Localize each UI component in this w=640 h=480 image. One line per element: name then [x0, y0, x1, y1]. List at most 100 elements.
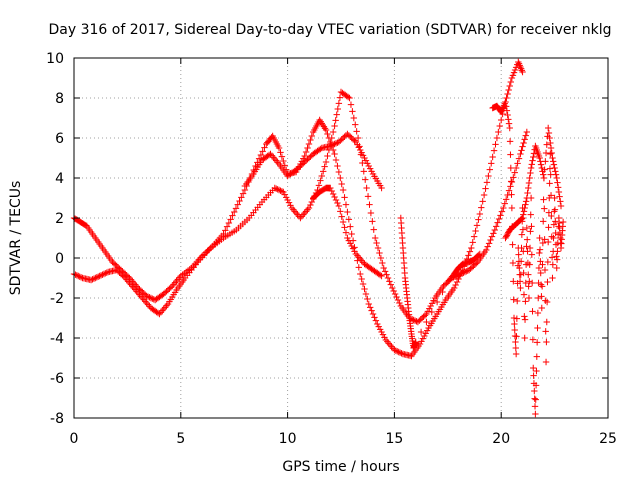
data-point	[505, 187, 513, 194]
data-point	[339, 186, 347, 194]
data-point	[551, 206, 559, 213]
data-point	[123, 276, 130, 283]
data-point	[322, 158, 330, 166]
data-point	[275, 144, 283, 152]
data-point	[508, 204, 516, 212]
data-point	[475, 251, 482, 259]
series-2	[70, 88, 531, 326]
data-point	[301, 209, 308, 217]
data-point	[357, 255, 364, 263]
data-point	[308, 198, 316, 206]
data-point	[331, 140, 338, 148]
data-point	[349, 136, 357, 143]
data-point	[520, 139, 527, 147]
data-point	[87, 276, 95, 284]
data-point	[478, 204, 485, 211]
data-point	[344, 130, 351, 138]
data-point	[359, 280, 367, 288]
data-point	[290, 206, 297, 213]
data-point	[528, 161, 536, 168]
data-point	[557, 198, 564, 205]
data-point	[383, 271, 390, 278]
data-point	[76, 273, 83, 280]
data-point	[470, 233, 478, 240]
data-point	[161, 304, 169, 311]
data-point	[526, 244, 534, 252]
data-point	[418, 338, 425, 345]
data-point	[302, 157, 310, 164]
data-point	[544, 124, 552, 132]
data-point	[305, 204, 313, 212]
data-point	[545, 129, 553, 137]
data-point	[507, 151, 514, 158]
data-point	[540, 171, 547, 178]
data-point	[170, 281, 177, 288]
data-point	[96, 272, 103, 280]
data-point	[275, 186, 283, 194]
data-point	[548, 149, 555, 157]
data-point	[527, 228, 534, 235]
data-point	[423, 310, 430, 318]
data-point	[536, 234, 543, 242]
data-point	[351, 137, 358, 144]
data-point	[470, 262, 477, 270]
data-point	[358, 149, 365, 156]
data-point	[548, 212, 555, 220]
data-point	[295, 164, 303, 171]
data-point	[344, 208, 351, 216]
x-tick-label: 20	[492, 431, 510, 447]
series-7	[502, 124, 565, 242]
data-point	[398, 350, 405, 357]
data-point	[511, 320, 518, 328]
data-point	[227, 216, 234, 223]
data-point	[518, 244, 525, 252]
data-point	[130, 284, 138, 292]
data-point	[493, 223, 500, 230]
data-point	[129, 283, 136, 290]
data-point	[378, 328, 385, 336]
data-point	[112, 261, 119, 268]
data-point	[331, 122, 338, 130]
data-point	[504, 111, 511, 119]
data-point	[336, 94, 344, 101]
data-point	[524, 189, 531, 197]
data-point	[522, 132, 529, 139]
data-point	[557, 202, 565, 210]
data-point	[381, 334, 388, 341]
data-point	[541, 205, 548, 212]
data-point	[236, 197, 243, 205]
data-point	[354, 141, 361, 148]
data-point	[417, 316, 424, 323]
data-point	[223, 223, 231, 230]
data-point	[522, 298, 529, 305]
data-point	[530, 153, 537, 161]
data-point	[305, 154, 313, 162]
data-point	[324, 152, 331, 160]
data-point	[137, 293, 145, 300]
data-point	[332, 140, 340, 147]
y-axis-label: SDTVAR / TECUs	[8, 181, 24, 296]
data-point	[273, 185, 280, 192]
data-point	[550, 161, 558, 168]
data-point	[536, 154, 543, 162]
data-point	[549, 261, 557, 268]
data-point	[139, 288, 146, 296]
data-point	[317, 177, 324, 184]
data-point	[371, 314, 378, 321]
x-tick-label: 5	[176, 431, 185, 447]
data-point	[533, 353, 540, 360]
data-point	[500, 204, 507, 212]
data-point	[291, 208, 298, 215]
data-point	[516, 278, 524, 285]
data-point	[89, 276, 96, 283]
data-point	[441, 281, 449, 288]
data-point	[391, 346, 398, 354]
data-point	[271, 184, 278, 192]
data-point	[465, 252, 472, 259]
data-point	[281, 191, 288, 198]
data-point	[257, 151, 265, 159]
data-point	[516, 264, 523, 272]
data-point	[497, 212, 504, 219]
data-point	[461, 268, 469, 276]
data-point	[484, 243, 491, 250]
